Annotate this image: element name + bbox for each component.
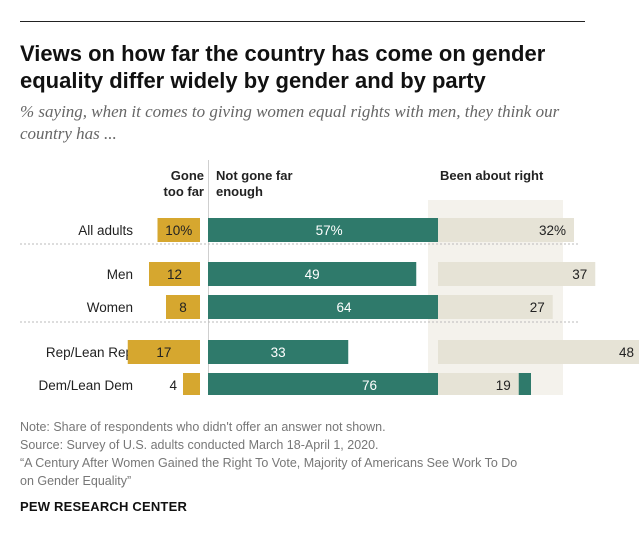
data-label: 4 bbox=[169, 378, 177, 393]
data-label: 76 bbox=[362, 378, 377, 393]
column-header-0-line-0: Gone bbox=[171, 168, 204, 183]
data-label: 48 bbox=[619, 345, 634, 360]
bar bbox=[438, 340, 639, 364]
data-label: 64 bbox=[336, 300, 352, 315]
column-header-0-line-1: too far bbox=[164, 184, 204, 199]
column-header-2-line-0: Been about right bbox=[440, 168, 544, 183]
footer-report-line-1: “A Century After Women Gained the Right … bbox=[20, 456, 518, 470]
footer: Note: Share of respondents who didn't of… bbox=[20, 418, 620, 490]
chart-subtitle: % saying, when it comes to giving women … bbox=[20, 102, 560, 143]
top-rule bbox=[20, 21, 585, 22]
data-label: 17 bbox=[156, 345, 171, 360]
footer-note: Note: Share of respondents who didn't of… bbox=[20, 420, 386, 434]
chart-title: Views on how far the country has come on… bbox=[20, 41, 546, 93]
bar bbox=[208, 295, 480, 319]
footer-source: Source: Survey of U.S. adults conducted … bbox=[20, 438, 379, 452]
category-label: Women bbox=[87, 300, 133, 315]
data-label: 57% bbox=[316, 223, 343, 238]
category-label: All adults bbox=[78, 223, 133, 238]
column-header-1-line-1: enough bbox=[216, 184, 263, 199]
category-label: Rep/Lean Rep bbox=[46, 345, 133, 360]
bar bbox=[438, 218, 574, 242]
bar bbox=[183, 373, 200, 395]
bar bbox=[149, 262, 200, 286]
bar bbox=[166, 295, 200, 319]
bar bbox=[438, 373, 519, 395]
data-label: 19 bbox=[496, 378, 511, 393]
bar bbox=[208, 218, 451, 242]
data-label: 33 bbox=[271, 345, 286, 360]
data-label: 27 bbox=[530, 300, 545, 315]
footer-report-line-2: on Gender Equality” bbox=[20, 474, 132, 488]
bar bbox=[127, 340, 200, 364]
data-label: 12 bbox=[167, 267, 182, 282]
bar bbox=[208, 340, 349, 364]
category-label: Dem/Lean Dem bbox=[38, 378, 133, 393]
pew-brand: PEW RESEARCH CENTER bbox=[20, 499, 188, 514]
column-header-1-line-0: Not gone far bbox=[216, 168, 293, 183]
bar bbox=[438, 262, 596, 286]
data-label: 10% bbox=[165, 223, 192, 238]
bar bbox=[208, 262, 417, 286]
data-label: 37 bbox=[572, 267, 587, 282]
bar bbox=[157, 218, 200, 242]
data-label: 8 bbox=[179, 300, 187, 315]
data-label: 49 bbox=[305, 267, 320, 282]
category-label: Men bbox=[107, 267, 133, 282]
data-label: 32% bbox=[539, 223, 566, 238]
bar bbox=[438, 295, 553, 319]
